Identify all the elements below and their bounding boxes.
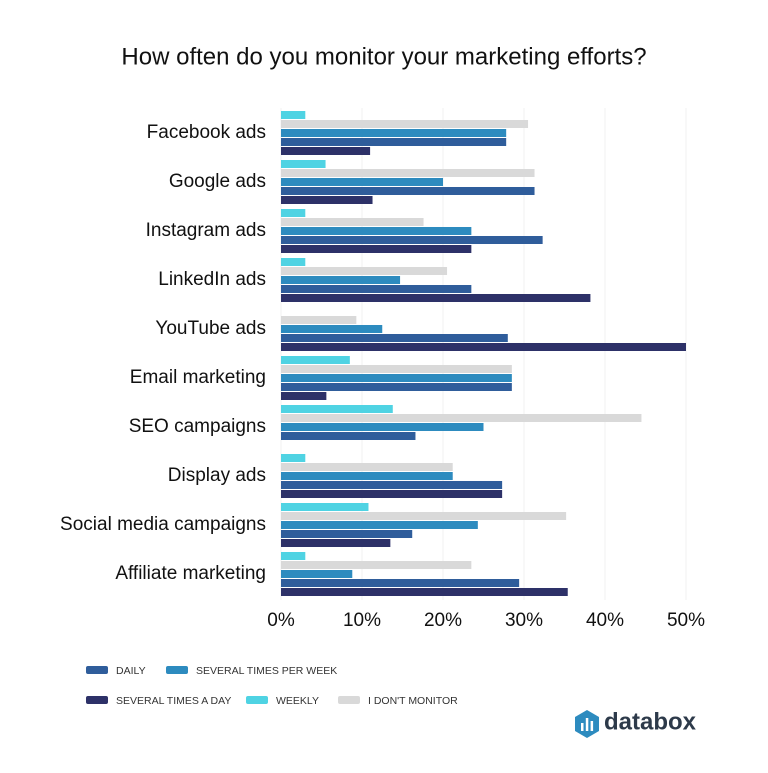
logo: databox	[575, 708, 697, 738]
bar	[281, 552, 306, 560]
legend-swatch	[338, 696, 360, 704]
y-tick-label: Facebook ads	[147, 122, 266, 143]
bar	[281, 209, 306, 217]
bar	[281, 227, 472, 235]
x-tick-label: 50%	[667, 610, 705, 631]
chart-title: How often do you monitor your marketing …	[121, 43, 646, 70]
x-tick-label: 30%	[505, 610, 543, 631]
bar	[281, 463, 453, 471]
y-tick-label: SEO campaigns	[129, 416, 266, 437]
x-tick-label: 20%	[424, 610, 462, 631]
bar	[281, 169, 535, 177]
legend-label: SEVERAL TIMES A DAY	[116, 695, 231, 707]
bar	[281, 570, 353, 578]
y-tick-label: Social media campaigns	[60, 514, 266, 535]
bar	[281, 356, 350, 364]
y-tick-label: YouTube ads	[155, 318, 266, 339]
bar	[281, 539, 391, 547]
logo-text: databox	[604, 708, 697, 735]
bar	[281, 579, 520, 587]
bar	[281, 588, 568, 596]
bar	[281, 490, 503, 498]
y-tick-label: Email marketing	[130, 367, 266, 388]
bar	[281, 285, 472, 293]
legend-label: SEVERAL TIMES PER WEEK	[196, 665, 337, 677]
legend-swatch	[246, 696, 268, 704]
bar	[281, 129, 507, 137]
logo-icon-bar	[590, 721, 594, 731]
bar	[281, 503, 369, 511]
legend-swatch	[166, 666, 188, 674]
logo-icon-bar	[585, 718, 589, 731]
bar	[281, 561, 472, 569]
bar	[281, 343, 686, 351]
legend-swatch	[86, 696, 108, 704]
legend-label: WEEKLY	[276, 695, 319, 707]
bar	[281, 147, 371, 155]
bar	[281, 276, 401, 284]
y-tick-label: Google ads	[169, 171, 266, 192]
bar	[281, 267, 448, 275]
legend-swatch	[86, 666, 108, 674]
bar	[281, 160, 326, 168]
bar	[281, 178, 443, 186]
bar	[281, 218, 424, 226]
legend-label: I DON'T MONITOR	[368, 695, 458, 707]
bar	[281, 196, 373, 204]
bar	[281, 392, 327, 400]
bar	[281, 414, 642, 422]
bar	[281, 521, 478, 529]
x-tick-label: 40%	[586, 610, 624, 631]
bar	[281, 334, 508, 342]
y-tick-label: Instagram ads	[146, 220, 266, 241]
y-tick-label: LinkedIn ads	[158, 269, 266, 290]
y-tick-label: Affiliate marketing	[115, 563, 266, 584]
legend-label: DAILY	[116, 665, 146, 677]
bar	[281, 258, 306, 266]
bar	[281, 481, 503, 489]
bar	[281, 454, 306, 462]
x-tick-label: 0%	[267, 610, 295, 631]
bar	[281, 530, 413, 538]
bar	[281, 294, 591, 302]
bar	[281, 236, 543, 244]
bar	[281, 472, 453, 480]
bar	[281, 325, 383, 333]
bar	[281, 423, 484, 431]
bar	[281, 432, 416, 440]
y-tick-label: Display ads	[168, 465, 266, 486]
bar	[281, 245, 472, 253]
bar	[281, 405, 393, 413]
bar	[281, 120, 529, 128]
bar	[281, 138, 507, 146]
logo-icon-bar	[581, 723, 584, 731]
bar	[281, 383, 512, 391]
bar	[281, 111, 306, 119]
x-tick-label: 10%	[343, 610, 381, 631]
bar	[281, 374, 512, 382]
bar	[281, 365, 512, 373]
bar	[281, 187, 535, 195]
bar	[281, 316, 357, 324]
bar	[281, 512, 567, 520]
